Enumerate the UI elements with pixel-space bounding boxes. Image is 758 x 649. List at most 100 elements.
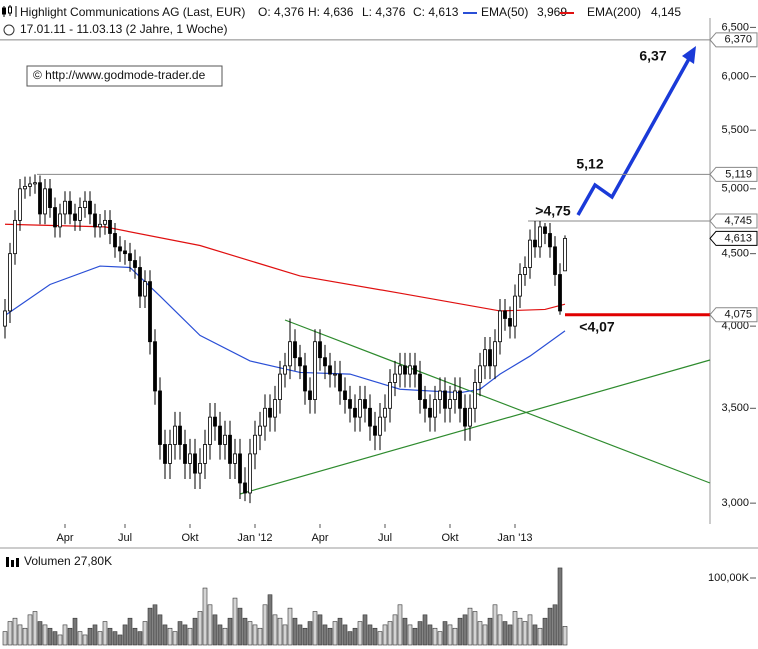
candle-body	[448, 399, 452, 409]
volume-bar	[317, 614, 323, 646]
volume-bar	[217, 624, 223, 646]
volume-bar	[62, 624, 68, 646]
volume-bar	[452, 627, 458, 646]
volume-bar	[237, 607, 243, 646]
candle-body	[338, 373, 342, 392]
level-tag	[709, 230, 758, 246]
volume-bar	[562, 626, 568, 646]
volume-bar	[27, 614, 33, 646]
source-box	[26, 65, 223, 87]
candle-body	[493, 341, 497, 367]
x-tick-label: Apr	[311, 532, 328, 544]
volume-bar	[187, 627, 193, 646]
candle-body	[258, 425, 262, 436]
volume-bar	[282, 624, 288, 646]
volume-bar	[492, 604, 498, 646]
candle-body	[173, 425, 177, 445]
candle-body	[18, 188, 22, 221]
volume-bar	[267, 594, 273, 646]
volume-bar	[502, 621, 508, 646]
volume-bar	[77, 631, 83, 646]
chart-title: Highlight Communications AG (Last, EUR)	[20, 5, 245, 19]
volume-bar	[337, 617, 343, 646]
volume-bar	[537, 627, 543, 646]
volume-icon	[6, 557, 19, 567]
candle-body	[228, 434, 232, 464]
level-label: 4,745	[724, 215, 752, 227]
candle-body	[203, 444, 207, 464]
volume-bar	[407, 624, 413, 646]
candle-body	[138, 267, 142, 297]
volume-tick-label: 100,00K	[708, 572, 750, 584]
candle-body	[428, 407, 432, 418]
y-tick-label: 5,000	[721, 183, 749, 195]
level-tag	[709, 166, 758, 182]
legend-label: EMA(50)	[481, 5, 528, 19]
volume-bar	[412, 627, 418, 646]
chart-subtitle: 17.01.11 - 11.03.13 (2 Jahre, 1 Woche)	[20, 22, 227, 36]
y-tick-label: 3,500	[721, 402, 749, 414]
candle-body	[503, 310, 507, 319]
volume-bar	[437, 631, 443, 646]
candle-body	[283, 365, 287, 375]
volume-bar	[247, 621, 253, 646]
candle-body	[438, 390, 442, 400]
candle-body	[368, 407, 372, 427]
candle-body	[388, 382, 392, 409]
volume-bar	[147, 607, 153, 646]
candle-body	[113, 233, 117, 248]
candle-body	[128, 253, 132, 261]
volume-bar	[327, 627, 333, 646]
volume-bar	[287, 607, 293, 646]
candle-body	[453, 390, 457, 400]
volume-bar	[272, 614, 278, 646]
candle-body	[133, 260, 137, 268]
level-tag	[709, 32, 758, 48]
volume-bar	[312, 611, 318, 646]
candle-body	[303, 365, 307, 392]
candle-body	[28, 183, 32, 187]
candle-body	[63, 200, 67, 215]
volume-bar	[372, 627, 378, 646]
candle-body	[533, 239, 537, 248]
volume-bar	[497, 614, 503, 646]
volume-bar	[232, 597, 238, 646]
candle-body	[488, 349, 492, 367]
candle-body	[78, 207, 82, 221]
level-tag	[709, 307, 758, 323]
annotation: <4,07	[579, 319, 615, 335]
volume-bar	[447, 624, 453, 646]
candle-body	[408, 365, 412, 375]
candle-body	[413, 365, 417, 375]
ohlc-value: C: 4,613	[413, 5, 459, 19]
level-label: 4,075	[724, 309, 752, 321]
candle-body	[198, 463, 202, 474]
volume-bar	[97, 631, 103, 646]
candle-body	[103, 219, 107, 225]
candle-body	[528, 239, 532, 268]
candle-body	[548, 233, 552, 248]
level-label: 6,370	[724, 34, 752, 46]
candle-body	[308, 390, 312, 400]
volume-bar	[67, 627, 73, 646]
volume-bar	[392, 614, 398, 646]
annotation: 6,37	[639, 48, 666, 64]
candle-body	[13, 219, 17, 255]
candle-body	[193, 453, 197, 474]
volume-bar	[362, 614, 368, 646]
volume-bar	[442, 621, 448, 646]
candle-body	[458, 390, 462, 409]
candle-body	[478, 365, 482, 383]
candle-body	[88, 200, 92, 215]
volume-bar	[212, 614, 218, 646]
volume-bar	[17, 624, 23, 646]
candle-body	[238, 453, 242, 484]
source: © http://www.godmode-trader.de	[33, 68, 206, 82]
candle-body	[328, 365, 332, 375]
volume-bar	[82, 634, 88, 646]
candle-body	[398, 365, 402, 375]
candle-body	[333, 373, 337, 376]
legend-value: 4,145	[651, 5, 681, 19]
candle-body	[83, 200, 87, 208]
candle-body	[143, 281, 147, 297]
